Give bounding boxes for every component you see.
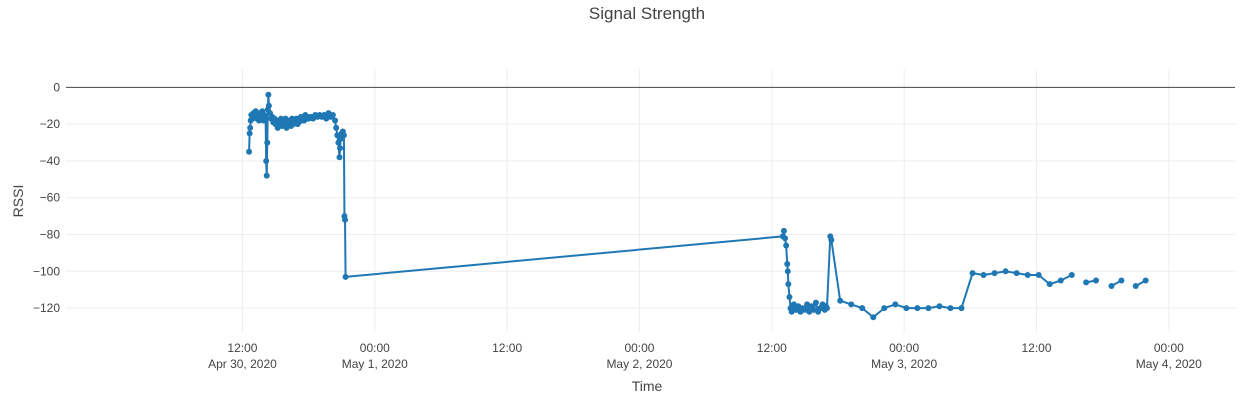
data-point: [1133, 283, 1139, 289]
series-rssi: [246, 92, 1149, 321]
data-point: [263, 116, 269, 122]
data-point: [246, 149, 252, 155]
data-point: [1047, 281, 1053, 287]
data-point: [263, 158, 269, 164]
x-tick-time-label: 12:00: [492, 341, 522, 355]
x-tick-date-label: May 3, 2020: [871, 357, 937, 371]
data-point: [881, 305, 887, 311]
data-point: [1118, 278, 1124, 284]
x-axis-ticks: 12:00 Apr 30, 2020 00:00 May 1, 2020 12:00 00…: [208, 341, 1202, 371]
y-tick-label: −100: [33, 264, 60, 278]
data-point: [813, 300, 819, 306]
data-point: [785, 268, 791, 274]
y-axis-ticks: 0 −20 −40 −60 −80 −100 −120: [33, 80, 60, 315]
data-point: [947, 305, 953, 311]
data-point: [1036, 272, 1042, 278]
y-tick-label: −120: [33, 301, 60, 315]
data-point: [870, 314, 876, 320]
data-point: [1058, 278, 1064, 284]
x-tick-time-label: 00:00: [1154, 341, 1184, 355]
data-point: [1025, 272, 1031, 278]
y-tick-label: −60: [40, 191, 61, 205]
data-point: [828, 237, 834, 243]
x-tick-time-label: 00:00: [889, 341, 919, 355]
data-point: [1003, 268, 1009, 274]
data-point: [959, 305, 965, 311]
x-axis-title: Time: [632, 378, 663, 394]
data-point: [783, 243, 789, 249]
x-tick-time-label: 00:00: [624, 341, 654, 355]
data-point: [337, 145, 343, 151]
data-point: [1108, 283, 1114, 289]
chart-title: Signal Strength: [589, 4, 705, 23]
data-point: [1014, 270, 1020, 276]
data-point: [925, 305, 931, 311]
data-point: [265, 92, 271, 98]
data-point: [848, 301, 854, 307]
data-point: [786, 294, 792, 300]
data-point: [333, 125, 339, 131]
data-point: [992, 270, 998, 276]
y-axis-title: RSSI: [10, 185, 26, 218]
data-point: [970, 270, 976, 276]
data-point: [1083, 279, 1089, 285]
data-point: [264, 140, 270, 146]
data-point: [1143, 278, 1149, 284]
data-point: [782, 235, 788, 241]
data-point: [824, 305, 830, 311]
data-point: [337, 154, 343, 160]
data-point: [1069, 272, 1075, 278]
x-tick-date-label: May 1, 2020: [342, 357, 408, 371]
data-point: [936, 303, 942, 309]
data-point: [264, 173, 270, 179]
data-point: [247, 125, 253, 131]
x-tick-time-label: 12:00: [227, 341, 257, 355]
data-point: [837, 298, 843, 304]
data-point: [343, 274, 349, 280]
x-tick-date-label: May 2, 2020: [606, 357, 672, 371]
data-point: [342, 217, 348, 223]
data-point: [266, 103, 272, 109]
data-point: [785, 281, 791, 287]
x-tick-date-label: Apr 30, 2020: [208, 357, 277, 371]
x-tick-time-label: 12:00: [757, 341, 787, 355]
data-point: [981, 272, 987, 278]
data-point: [903, 305, 909, 311]
data-point: [784, 261, 790, 267]
y-tick-label: −40: [40, 154, 61, 168]
x-tick-time-label: 12:00: [1021, 341, 1051, 355]
series-line-segment: [249, 95, 1072, 318]
y-tick-label: −80: [40, 228, 61, 242]
x-tick-time-label: 00:00: [360, 341, 390, 355]
grid-lines: [66, 69, 1235, 332]
data-point: [247, 130, 253, 136]
data-point: [1093, 278, 1099, 284]
data-point: [781, 228, 787, 234]
data-point: [892, 301, 898, 307]
data-point: [330, 112, 336, 118]
y-tick-label: 0: [53, 80, 60, 94]
data-point: [859, 305, 865, 311]
data-point: [332, 118, 338, 124]
x-tick-date-label: May 4, 2020: [1136, 357, 1202, 371]
data-point: [914, 305, 920, 311]
data-point: [341, 132, 347, 138]
y-tick-label: −20: [40, 117, 61, 131]
